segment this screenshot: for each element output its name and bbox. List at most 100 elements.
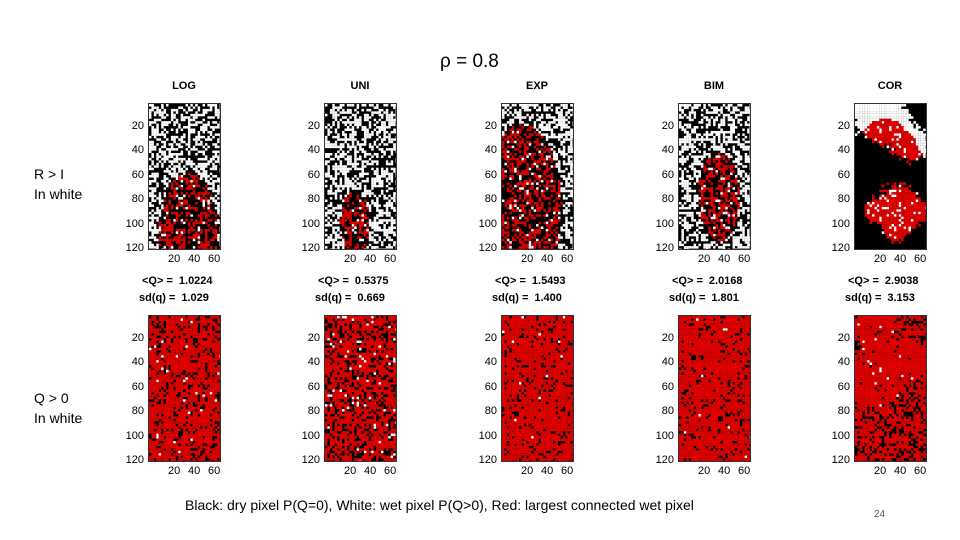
panel-title-bim: BIM <box>703 80 725 92</box>
y-tick-label: 80 <box>837 193 850 206</box>
stat-sd-value: 3.153 <box>887 292 915 304</box>
x-tick-label: 20 <box>168 253 181 265</box>
x-tick-label: 60 <box>561 253 574 265</box>
stat-sd-exp: sd(q) = 1.400 <box>492 292 562 305</box>
raster-panel-log-top <box>148 103 221 250</box>
y-tick-label: 120 <box>301 242 320 254</box>
stat-mean-label: <Q> = <box>318 275 349 287</box>
x-tick-label: 40 <box>718 465 731 477</box>
y-tick-label: 120 <box>478 242 497 254</box>
y-tick-label: 100 <box>301 217 320 230</box>
panel-title-log: LOG <box>172 80 196 92</box>
slide-title: ρ = 0.8 <box>440 51 499 72</box>
stat-mean-value: 2.9038 <box>884 275 919 287</box>
stat-mean-log: <Q> = 1.0224 <box>142 275 213 288</box>
y-tick-label: 60 <box>661 380 674 393</box>
raster-image <box>855 104 926 244</box>
stat-mean-label: <Q> = <box>672 275 703 287</box>
y-tick-label: 120 <box>655 242 674 254</box>
x-tick-label: 60 <box>561 465 574 477</box>
stat-mean-exp: <Q> = 1.5493 <box>495 275 566 288</box>
raster-panel-bim-bottom <box>678 315 751 462</box>
x-tick-label: 40 <box>188 465 201 477</box>
x-tick-label: 40 <box>718 253 731 265</box>
stat-mean-cor: <Q> = 2.9038 <box>848 275 919 288</box>
raster-image <box>149 316 220 461</box>
x-tick-label: 60 <box>738 253 751 265</box>
page-number: 24 <box>874 509 886 520</box>
y-tick-label: 100 <box>478 217 497 230</box>
y-tick-label: 20 <box>837 332 850 344</box>
stat-sd-value: 1.400 <box>534 292 562 304</box>
y-tick-label: 100 <box>478 429 497 442</box>
raster-image <box>325 104 396 249</box>
y-tick-label: 20 <box>484 120 497 132</box>
y-tick-label: 40 <box>307 144 320 157</box>
raster-panel-cor-bottom <box>854 315 927 462</box>
stat-mean-bim: <Q> = 2.0168 <box>672 275 743 288</box>
stat-mean-value: 1.5493 <box>531 275 566 287</box>
x-tick-label: 40 <box>364 465 377 477</box>
x-tick-label: 20 <box>344 253 357 265</box>
stat-mean-label: <Q> = <box>142 275 173 287</box>
stat-mean-value: 1.0224 <box>178 275 213 287</box>
y-tick-label: 80 <box>307 193 320 206</box>
row-label-bottom-line1: Q > 0 <box>34 390 69 406</box>
y-tick-label: 100 <box>831 217 850 230</box>
y-tick-label: 20 <box>661 120 674 132</box>
stat-sd-value: 1.801 <box>711 292 739 304</box>
stat-sd-uni: sd(q) = 0.669 <box>315 292 385 305</box>
stat-sd-value: 1.029 <box>181 292 209 304</box>
y-tick-label: 80 <box>307 405 320 418</box>
row-label-top-line2: In white <box>34 186 83 202</box>
stat-sd-value: 0.669 <box>357 292 385 304</box>
y-tick-label: 20 <box>307 120 320 132</box>
y-tick-label: 120 <box>478 454 497 466</box>
y-tick-label: 40 <box>131 356 144 369</box>
raster-image <box>149 104 220 249</box>
figure-caption: Black: dry pixel P(Q=0), White: wet pixe… <box>185 497 694 513</box>
y-tick-label: 40 <box>837 144 850 157</box>
raster-panel-bim-top <box>678 103 751 250</box>
x-tick-label: 60 <box>738 465 751 477</box>
x-tick-label: 60 <box>384 253 397 265</box>
stat-mean-value: 2.0168 <box>708 275 743 287</box>
y-tick-label: 80 <box>661 405 674 418</box>
y-tick-label: 60 <box>307 168 320 181</box>
x-tick-label: 20 <box>168 465 181 477</box>
stat-sd-label: sd(q) = <box>669 292 706 304</box>
y-tick-label: 20 <box>837 120 850 132</box>
y-tick-label: 80 <box>131 405 144 418</box>
panel-title-uni: UNI <box>350 80 370 92</box>
y-tick-label: 120 <box>831 454 850 466</box>
y-tick-label: 20 <box>661 332 674 344</box>
x-tick-label: 20 <box>521 465 534 477</box>
x-tick-label: 60 <box>914 253 927 265</box>
x-tick-label: 60 <box>208 253 221 265</box>
y-tick-label: 60 <box>484 168 497 181</box>
y-tick-label: 40 <box>307 356 320 369</box>
y-tick-label: 120 <box>301 454 320 466</box>
y-tick-label: 60 <box>837 168 850 181</box>
y-tick-label: 40 <box>661 144 674 157</box>
y-tick-label: 20 <box>131 332 144 344</box>
row-label-top: R > I In white <box>34 164 82 204</box>
stat-sd-label: sd(q) = <box>139 292 176 304</box>
raster-image <box>502 316 573 461</box>
x-tick-label: 20 <box>521 253 534 265</box>
y-tick-label: 80 <box>484 405 497 418</box>
x-tick-label: 20 <box>698 465 711 477</box>
raster-panel-uni-bottom <box>324 315 397 462</box>
y-tick-label: 40 <box>131 144 144 157</box>
x-tick-label: 40 <box>541 465 554 477</box>
x-tick-label: 20 <box>874 465 887 477</box>
raster-panel-uni-top <box>324 103 397 250</box>
stat-sd-label: sd(q) = <box>315 292 352 304</box>
raster-panel-log-bottom <box>148 315 221 462</box>
x-tick-label: 20 <box>874 253 887 265</box>
stat-sd-bim: sd(q) = 1.801 <box>669 292 739 305</box>
stat-mean-value: 0.5375 <box>354 275 389 287</box>
raster-image <box>679 316 750 461</box>
y-tick-label: 120 <box>125 454 144 466</box>
y-tick-label: 100 <box>301 429 320 442</box>
